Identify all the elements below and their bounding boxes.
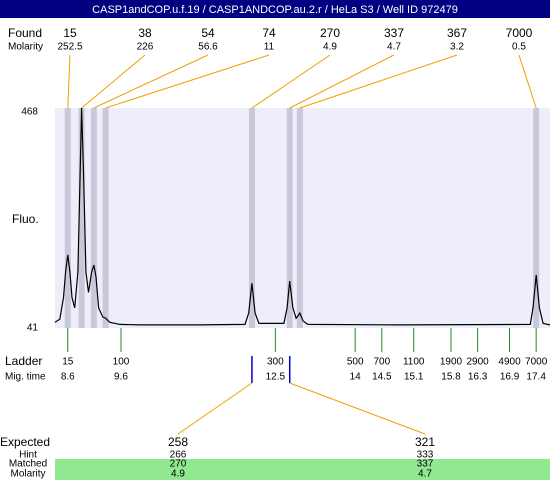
found-molarity: 4.9 — [323, 42, 337, 53]
found-molarity: 252.5 — [57, 42, 82, 53]
peak-connector — [518, 54, 537, 109]
found-size: 38 — [138, 26, 152, 40]
molarity-row — [55, 469, 550, 480]
hint-size: 333 — [417, 450, 434, 461]
found-label: Found — [8, 26, 42, 40]
peak-band — [102, 108, 109, 328]
expected-connector — [289, 382, 426, 435]
peak-connector — [251, 54, 331, 109]
ladder-size: 1100 — [403, 357, 425, 368]
peak-connector — [105, 54, 270, 109]
matched-molarity: 4.9 — [171, 469, 185, 480]
peak-band — [90, 108, 97, 328]
found-size: 7000 — [506, 26, 533, 40]
matched-size: 337 — [417, 459, 434, 470]
ladder-time: 16.9 — [500, 372, 520, 383]
peak-band — [286, 108, 293, 328]
peak-band — [296, 108, 303, 328]
peak-band — [64, 108, 71, 328]
peak-band — [533, 108, 540, 328]
title-bar — [0, 0, 550, 18]
found-size: 367 — [447, 26, 467, 40]
expected-size: 321 — [415, 435, 435, 449]
expected-connector — [177, 382, 253, 435]
ladder-time: 12.5 — [266, 372, 286, 383]
peak-connector — [67, 54, 71, 109]
peak-connector — [289, 54, 395, 109]
mig-time-label: Mig. time — [5, 372, 46, 383]
y-tick-label: 41 — [27, 323, 39, 334]
found-molarity: 3.2 — [450, 42, 464, 53]
found-size: 54 — [201, 26, 215, 40]
ladder-size: 15 — [62, 357, 74, 368]
matched-row — [55, 459, 550, 469]
found-size: 74 — [262, 26, 276, 40]
expected-molarity-label: Molarity — [10, 469, 45, 480]
molarity-label: Molarity — [8, 42, 43, 53]
peak-band — [78, 108, 85, 328]
found-molarity: 226 — [137, 42, 154, 53]
matched-size: 270 — [170, 459, 187, 470]
expected-label: Expected — [0, 435, 50, 449]
peak-connector — [81, 54, 146, 109]
matched-molarity: 4.7 — [418, 469, 432, 480]
peak-connector — [93, 54, 209, 109]
ladder-label: Ladder — [5, 354, 42, 368]
ladder-size: 1900 — [440, 357, 463, 368]
ladder-size: 700 — [373, 357, 390, 368]
ladder-time: 17.4 — [526, 372, 546, 383]
y-tick-label: 468 — [21, 107, 38, 118]
peak-band — [248, 108, 255, 328]
peak-connector — [299, 54, 458, 109]
found-molarity: 4.7 — [387, 42, 401, 53]
hint-size: 266 — [170, 450, 187, 461]
ladder-time: 16.3 — [468, 372, 488, 383]
found-molarity: 56.6 — [198, 42, 218, 53]
ladder-size: 500 — [347, 357, 364, 368]
ladder-size: 7000 — [525, 357, 548, 368]
trace — [54, 107, 550, 326]
found-size: 270 — [320, 26, 340, 40]
ladder-size: 100 — [113, 357, 130, 368]
chart-title: CASP1andCOP.u.f.19 / CASP1ANDCOP.au.2.r … — [92, 4, 458, 16]
ladder-time: 15.8 — [441, 372, 461, 383]
found-molarity: 0.5 — [512, 42, 526, 53]
ladder-time: 8.6 — [61, 372, 75, 383]
y-axis-label: Fluo. — [12, 212, 39, 226]
found-size: 337 — [384, 26, 404, 40]
matched-label: Matched — [9, 459, 47, 470]
ladder-time: 15.1 — [404, 372, 424, 383]
found-molarity: 11 — [264, 42, 275, 53]
found-size: 15 — [63, 26, 77, 40]
ladder-time: 14 — [350, 372, 362, 383]
ladder-size: 300 — [267, 357, 284, 368]
hint-label: Hint — [19, 450, 37, 461]
ladder-size: 2900 — [466, 357, 489, 368]
ladder-time: 14.5 — [372, 372, 392, 383]
expected-size: 258 — [168, 435, 188, 449]
ladder-time: 9.6 — [114, 372, 128, 383]
ladder-size: 4900 — [498, 357, 521, 368]
